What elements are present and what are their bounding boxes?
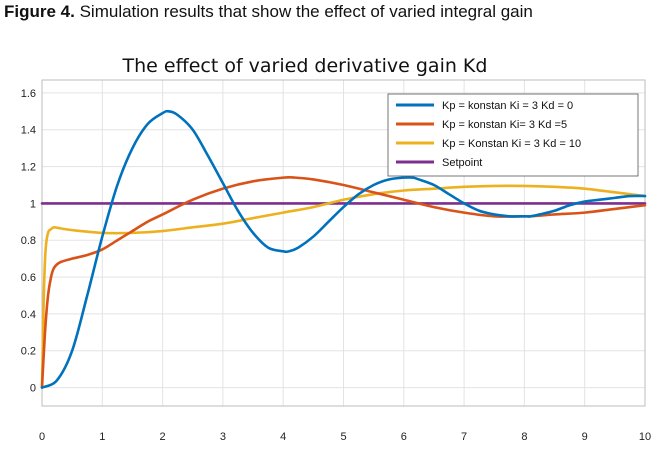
x-tick-label: 10	[639, 431, 651, 443]
x-tick-label: 1	[99, 431, 105, 443]
legend-label: Kp = konstan Ki= 3 Kd =5	[442, 119, 567, 131]
x-tick-label: 0	[39, 431, 45, 443]
figure-caption-text: Simulation results that show the effect …	[79, 2, 533, 21]
y-tick-label: 1	[30, 198, 36, 210]
x-tick-label: 2	[160, 431, 166, 443]
plot-frame	[41, 79, 646, 407]
y-tick-label: 1.2	[21, 162, 36, 174]
y-tick-label: 0.2	[21, 346, 36, 358]
x-tick-label: 7	[461, 431, 467, 443]
y-tick-label: 0.6	[21, 272, 36, 284]
y-tick-label: 1.6	[21, 88, 36, 100]
figure-caption: Figure 4. Simulation results that show t…	[4, 2, 533, 22]
chart-title: The effect of varied derivative gain Kd	[122, 55, 488, 77]
y-tick-label: 1.4	[21, 125, 36, 137]
legend-label: Kp = konstan Ki = 3 Kd = 0	[442, 100, 573, 112]
legend-label: Setpoint	[442, 157, 482, 169]
y-tick-label: 0.8	[21, 235, 36, 247]
x-tick-label: 5	[340, 431, 346, 443]
x-tick-label: 6	[401, 431, 407, 443]
tick-labels: 0 1 2 3 4 5 6 7 8 9 10 0 0.2 0.4 0.6 0.8 1 1.2 1.4 1.6	[21, 88, 651, 443]
figure-caption-label: Figure 4.	[4, 2, 75, 21]
series-layer	[40, 109, 647, 389]
y-tick-label: 0.4	[21, 309, 36, 321]
x-tick-label: 3	[220, 431, 226, 443]
x-tick-label: 9	[582, 431, 588, 443]
x-tick-label: 4	[280, 431, 286, 443]
series-line-1	[40, 109, 647, 389]
x-tick-label: 8	[521, 431, 527, 443]
legend-label: Kp = Konstan Ki = 3 Kd = 10	[442, 138, 581, 150]
y-tick-label: 0	[30, 383, 36, 395]
series-line-3	[40, 184, 647, 389]
legend: Kp = konstan Ki = 3 Kd = 0 Kp = konstan K…	[387, 93, 639, 177]
